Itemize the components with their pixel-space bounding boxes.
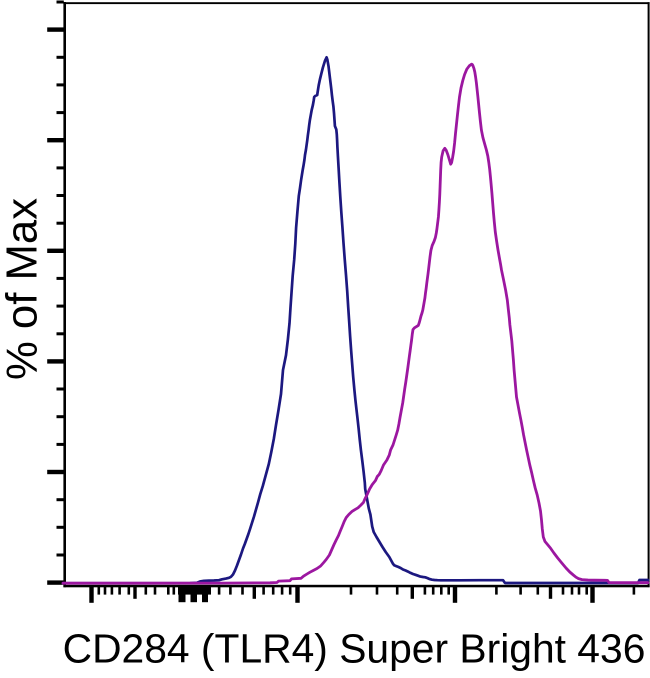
svg-text:CD284 (TLR4) Super Bright 436: CD284 (TLR4) Super Bright 436 <box>63 626 646 672</box>
svg-text:% of Max: % of Max <box>0 198 47 380</box>
